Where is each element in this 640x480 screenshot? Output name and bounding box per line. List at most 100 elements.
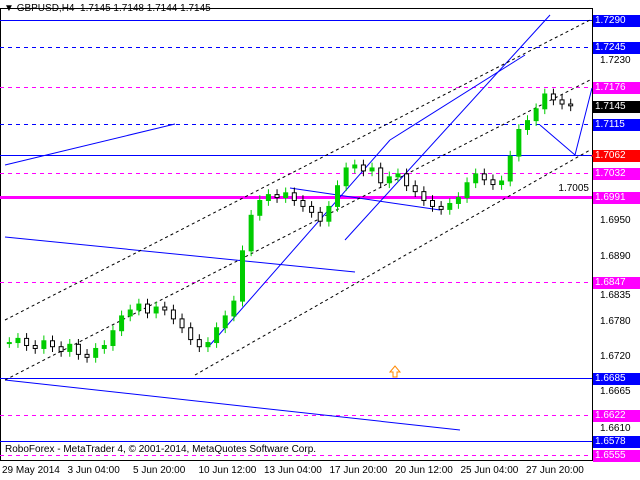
channel-upper xyxy=(4,19,591,321)
candle-body xyxy=(248,214,254,252)
candle-body xyxy=(75,343,81,355)
level-label: 1.7062 xyxy=(593,149,640,162)
collapse-triangle-icon[interactable]: ▼ xyxy=(4,3,17,14)
candle-body xyxy=(369,167,375,172)
plot-border xyxy=(0,8,593,461)
level-lines xyxy=(0,20,592,456)
time-label: 5 Jun 20:00 xyxy=(133,465,186,476)
channel-lower xyxy=(194,149,591,376)
level-label: 1.6578 xyxy=(593,435,640,448)
candle-body xyxy=(395,173,401,178)
trendline xyxy=(4,379,461,431)
price-tick: 1.6950 xyxy=(600,215,631,227)
trendline xyxy=(344,14,551,241)
price-tick: 1.6890 xyxy=(600,250,631,262)
candle-body xyxy=(525,120,530,130)
candle-body xyxy=(127,309,133,317)
candle-body xyxy=(205,342,211,348)
level-label: 1.7115 xyxy=(593,118,640,131)
candle-body xyxy=(386,176,392,184)
time-label: 10 Jun 12:00 xyxy=(198,465,257,476)
time-label: 17 Jun 20:00 xyxy=(329,465,388,476)
candle-body xyxy=(473,173,479,184)
time-label: 25 Jun 04:00 xyxy=(460,465,519,476)
price-tick: 1.7005 xyxy=(556,182,591,195)
level-label: 1.6685 xyxy=(593,372,640,385)
trendline xyxy=(209,139,391,346)
candle-body xyxy=(516,128,522,157)
candle-body xyxy=(447,202,453,210)
candle-body xyxy=(317,211,323,222)
time-label: 29 May 2014 xyxy=(2,465,60,476)
candle-body xyxy=(162,306,168,311)
ohlc-values: 1.7145 1.7148 1.7144 1.7145 xyxy=(80,3,211,14)
channel-lines xyxy=(4,19,591,381)
candle-body xyxy=(67,343,73,352)
price-tick: 1.6610 xyxy=(600,422,631,434)
candle-body xyxy=(32,345,38,349)
candle-body xyxy=(404,173,410,187)
candle-body xyxy=(50,340,55,348)
candle-body xyxy=(274,194,280,199)
candle-body xyxy=(110,330,116,347)
candle-body xyxy=(196,339,202,348)
candle-body xyxy=(119,315,125,332)
forecast-path xyxy=(539,87,593,156)
level-label: 1.7245 xyxy=(593,41,640,54)
trend-lines xyxy=(4,14,551,431)
candle-body xyxy=(542,93,548,110)
candle-body xyxy=(283,192,289,199)
time-label: 3 Jun 04:00 xyxy=(67,465,120,476)
price-tick: 1.6665 xyxy=(600,385,631,397)
candle-body xyxy=(352,164,358,169)
candle-body xyxy=(84,353,90,358)
candle-body xyxy=(378,167,384,184)
price-tick: 1.6780 xyxy=(600,315,631,327)
candle-body xyxy=(265,194,271,202)
chart-header: ▼ GBPUSD,H4 1.7145 1.7148 1.7144 1.7145 xyxy=(4,3,211,14)
candle-body xyxy=(550,93,556,101)
copyright-text: RoboForex - MetaTrader 4, © 2001-2014, M… xyxy=(5,444,317,455)
candle-body xyxy=(93,347,99,358)
level-label: 1.7032 xyxy=(593,167,640,180)
level-label: 1.7290 xyxy=(593,14,640,27)
time-label: 27 Jun 20:00 xyxy=(526,465,584,476)
candle-body xyxy=(438,205,444,210)
up-arrow-icon xyxy=(388,365,402,378)
candle-body xyxy=(335,185,340,207)
candle-body xyxy=(179,318,185,329)
level-label: 1.6847 xyxy=(593,276,640,289)
candle-body xyxy=(188,327,194,341)
channel-mid xyxy=(4,79,591,381)
level-label: 1.7176 xyxy=(593,81,640,94)
candle-body xyxy=(455,197,461,204)
price-tick: 1.7230 xyxy=(600,54,631,66)
price-tick: 1.6835 xyxy=(600,289,631,301)
level-label: 1.6991 xyxy=(593,191,640,204)
time-label: 20 Jun 12:00 xyxy=(395,465,453,476)
candle-body xyxy=(412,185,418,193)
candle-body xyxy=(240,250,245,302)
time-label: 13 Jun 04:00 xyxy=(264,465,322,476)
price-tick: 1.6720 xyxy=(600,351,631,363)
level-label: 1.7145 xyxy=(593,100,640,113)
candle-body xyxy=(568,103,574,107)
candle-body xyxy=(326,205,332,222)
candle-body xyxy=(360,164,366,172)
candle-body xyxy=(257,200,263,216)
candle-body xyxy=(490,179,496,186)
trendline xyxy=(4,236,356,273)
candle-body xyxy=(222,315,228,329)
candle-body xyxy=(15,337,21,344)
candle-body xyxy=(309,205,315,213)
candle-body xyxy=(421,191,427,202)
candle-body xyxy=(559,99,565,105)
candle-body xyxy=(343,167,349,187)
candle-body xyxy=(533,108,539,122)
trendline xyxy=(4,123,176,166)
candle-body xyxy=(464,182,470,199)
candle-body xyxy=(170,309,176,320)
candle-body xyxy=(300,200,306,207)
